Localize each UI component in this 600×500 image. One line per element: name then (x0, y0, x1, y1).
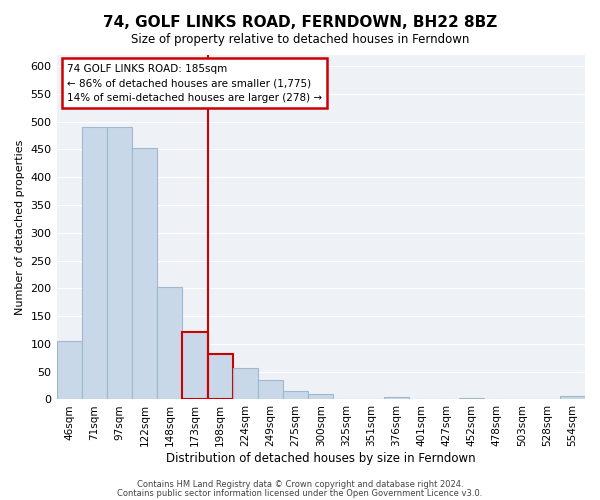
Bar (233, 368, 258, 400)
Text: Contains HM Land Registry data © Crown copyright and database right 2024.: Contains HM Land Registry data © Crown c… (137, 480, 463, 489)
Y-axis label: Number of detached properties: Number of detached properties (15, 140, 25, 315)
X-axis label: Distribution of detached houses by size in Ferndown: Distribution of detached houses by size … (166, 452, 476, 465)
Text: Contains public sector information licensed under the Open Government Licence v3: Contains public sector information licen… (118, 488, 482, 498)
Bar (283, 390, 308, 400)
Bar (560, 396, 585, 400)
Bar (208, 354, 233, 400)
Bar (258, 380, 283, 400)
Bar (157, 287, 182, 400)
Bar (132, 148, 157, 400)
Text: 74 GOLF LINKS ROAD: 185sqm
← 86% of detached houses are smaller (1,775)
14% of s: 74 GOLF LINKS ROAD: 185sqm ← 86% of deta… (67, 64, 322, 103)
Text: 74, GOLF LINKS ROAD, FERNDOWN, BH22 8BZ: 74, GOLF LINKS ROAD, FERNDOWN, BH22 8BZ (103, 15, 497, 30)
Bar (56, 341, 82, 400)
Bar (82, 127, 107, 400)
Bar (334, 399, 359, 400)
Bar (459, 398, 484, 400)
Bar (308, 394, 334, 400)
Bar (107, 127, 132, 400)
Text: Size of property relative to detached houses in Ferndown: Size of property relative to detached ho… (131, 32, 469, 46)
Bar (383, 396, 409, 400)
Bar (182, 332, 208, 400)
